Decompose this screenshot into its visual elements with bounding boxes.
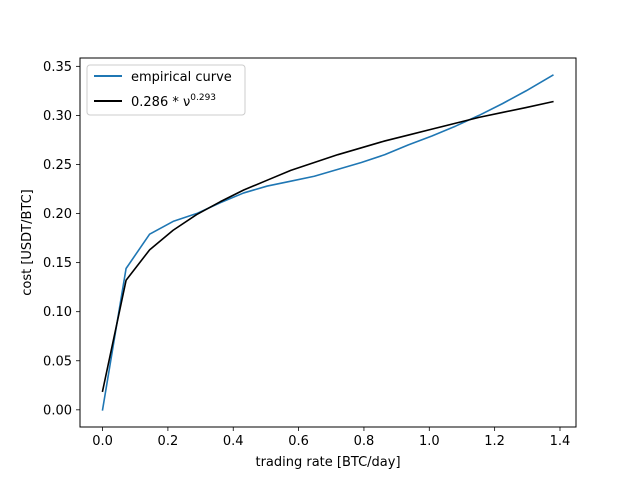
x-tick-label: 0.2 — [158, 434, 179, 449]
y-axis-ticks: 0.00 0.05 0.10 0.15 0.20 0.25 0.30 0.35 — [43, 60, 80, 418]
y-tick-label: 0.30 — [43, 109, 72, 124]
legend-power-fit-exponent: 0.293 — [190, 93, 216, 103]
y-tick-label: 0.05 — [43, 354, 72, 369]
x-axis-label: trading rate [BTC/day] — [255, 455, 400, 470]
legend-entry-power-fit: 0.286 * ν0.293 — [131, 93, 216, 110]
legend-entry-empirical-curve: empirical curve — [131, 70, 232, 85]
legend: empirical curve 0.286 * ν0.293 — [86, 64, 246, 116]
y-tick-label: 0.15 — [43, 256, 72, 271]
plot-lines — [101, 74, 554, 411]
x-tick-label: 1.4 — [550, 434, 571, 449]
plot-frame — [79, 57, 577, 428]
x-tick-label: 0.6 — [288, 434, 309, 449]
legend-box — [86, 64, 246, 116]
series-line-0 — [101, 74, 554, 411]
x-tick-label: 0.4 — [223, 434, 244, 449]
x-tick-label: 1.0 — [419, 434, 440, 449]
x-axis-ticks: 0.0 0.2 0.4 0.6 0.8 1.0 1.2 1.4 — [92, 427, 570, 449]
x-tick-label: 0.0 — [92, 434, 113, 449]
legend-power-fit-prefix: 0.286 * ν — [131, 95, 190, 110]
y-axis-label: cost [USDT/BTC] — [20, 189, 35, 296]
x-tick-label: 1.2 — [484, 434, 505, 449]
y-tick-label: 0.25 — [43, 158, 72, 173]
series-line-1 — [101, 100, 554, 393]
y-tick-label: 0.20 — [43, 207, 72, 222]
x-tick-label: 0.8 — [354, 434, 375, 449]
y-tick-label: 0.10 — [43, 305, 72, 320]
y-tick-label: 0.35 — [43, 60, 72, 75]
y-tick-label: 0.00 — [43, 403, 72, 418]
